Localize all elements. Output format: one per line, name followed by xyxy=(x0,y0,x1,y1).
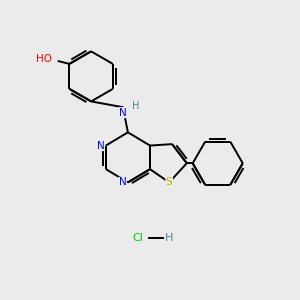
Text: N: N xyxy=(119,108,127,118)
Text: H: H xyxy=(165,233,173,243)
Text: HO: HO xyxy=(36,55,52,64)
Text: N: N xyxy=(97,141,104,151)
Text: Cl: Cl xyxy=(133,233,144,243)
Text: S: S xyxy=(166,177,172,188)
Text: H: H xyxy=(132,101,139,111)
Text: N: N xyxy=(119,177,126,188)
